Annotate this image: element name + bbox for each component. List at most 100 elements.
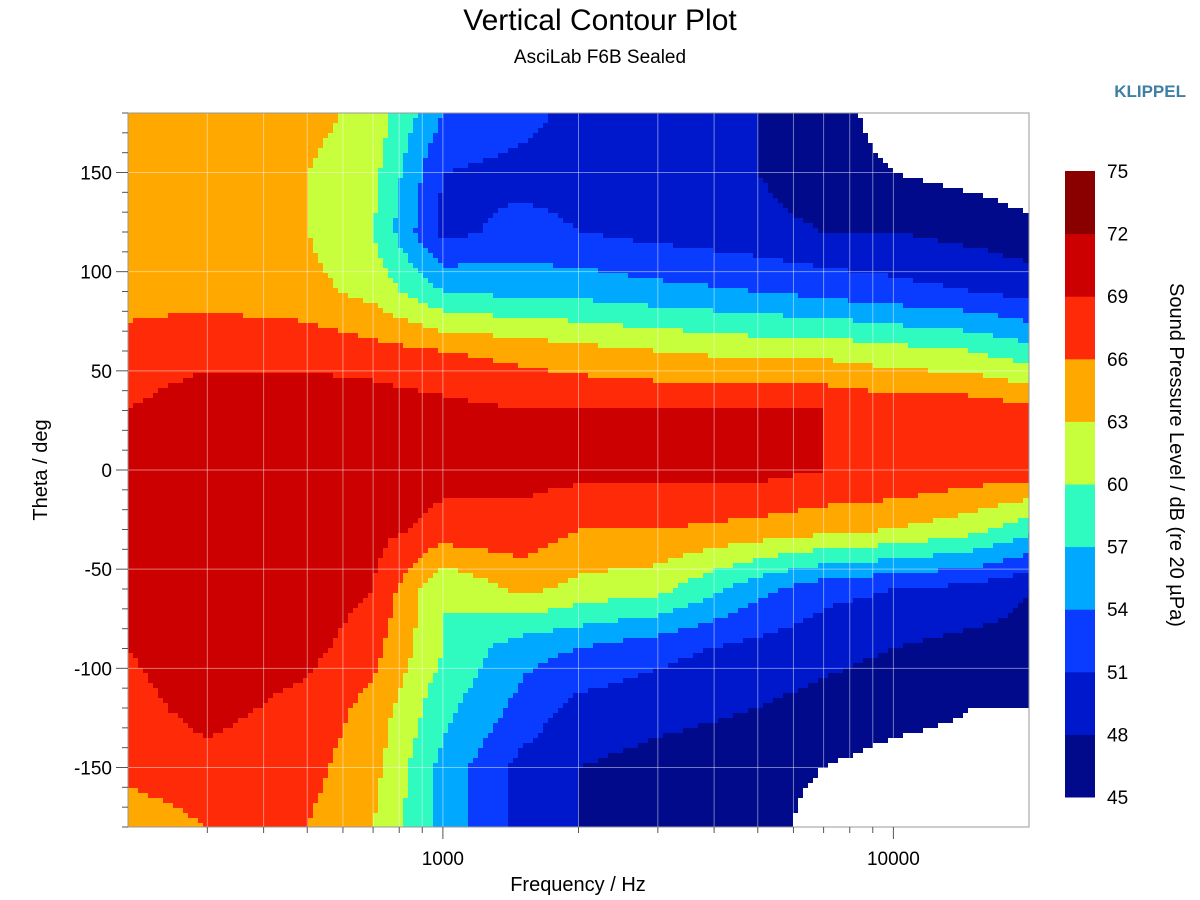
heatmap-cell <box>393 198 399 204</box>
heatmap-cell <box>958 228 964 234</box>
heatmap-cell <box>468 143 474 149</box>
heatmap-cell <box>228 203 234 209</box>
heatmap-cell <box>288 208 294 214</box>
heatmap-cell <box>243 123 249 129</box>
heatmap-cell <box>893 193 899 199</box>
heatmap-cell <box>253 173 259 179</box>
heatmap-cell <box>163 123 169 129</box>
heatmap-cell <box>728 193 734 199</box>
heatmap-cell <box>853 123 859 129</box>
heatmap-cell <box>823 153 829 159</box>
heatmap-cell <box>738 188 744 194</box>
heatmap-cell <box>818 223 824 229</box>
heatmap-cell <box>158 158 164 164</box>
heatmap-cell <box>318 248 324 254</box>
heatmap-cell <box>968 208 974 214</box>
heatmap-cell <box>938 238 944 244</box>
heatmap-cell <box>538 228 544 234</box>
heatmap-cell <box>168 233 174 239</box>
heatmap-cell <box>708 203 714 209</box>
heatmap-cell <box>653 208 659 214</box>
heatmap-cell <box>353 113 359 119</box>
heatmap-cell <box>548 158 554 164</box>
heatmap-cell <box>673 133 679 139</box>
heatmap-cell <box>593 193 599 199</box>
heatmap-cell <box>818 153 824 159</box>
heatmap-cell <box>213 133 219 139</box>
heatmap-cell <box>223 208 229 214</box>
heatmap-cell <box>383 138 389 144</box>
heatmap-cell <box>768 228 774 234</box>
heatmap-cell <box>493 118 499 124</box>
heatmap-cell <box>603 213 609 219</box>
heatmap-cell <box>918 163 924 169</box>
heatmap-cell <box>443 158 449 164</box>
heatmap-cell <box>708 178 714 184</box>
heatmap-cell <box>653 178 659 184</box>
heatmap-cell <box>208 113 214 119</box>
heatmap-cell <box>793 168 799 174</box>
heatmap-cell <box>1023 133 1029 139</box>
heatmap-cell <box>268 178 274 184</box>
heatmap-cell <box>148 138 154 144</box>
heatmap-cell <box>398 233 404 239</box>
heatmap-cell <box>168 128 174 134</box>
heatmap-cell <box>203 118 209 124</box>
heatmap-cell <box>513 243 519 249</box>
heatmap-cell <box>938 228 944 234</box>
heatmap-cell <box>288 218 294 224</box>
heatmap-cell <box>268 248 274 254</box>
heatmap-cell <box>938 128 944 134</box>
heatmap-cell <box>603 158 609 164</box>
heatmap-cell <box>698 113 704 119</box>
heatmap-cell <box>148 208 154 214</box>
heatmap-cell <box>903 158 909 164</box>
heatmap-cell <box>908 143 914 149</box>
heatmap-cell <box>273 148 279 154</box>
heatmap-cell <box>568 213 574 219</box>
heatmap-cell <box>298 148 304 154</box>
heatmap-cell <box>293 143 299 149</box>
heatmap-cell <box>738 203 744 209</box>
heatmap-cell <box>868 113 874 119</box>
heatmap-cell <box>1013 238 1019 244</box>
heatmap-cell <box>718 218 724 224</box>
heatmap-cell <box>158 223 164 229</box>
heatmap-cell <box>283 178 289 184</box>
heatmap-cell <box>968 228 974 234</box>
heatmap-cell <box>648 153 654 159</box>
heatmap-cell <box>588 193 594 199</box>
heatmap-cell <box>748 223 754 229</box>
heatmap-cell <box>748 193 754 199</box>
heatmap-cell <box>1018 188 1024 194</box>
heatmap-cell <box>708 113 714 119</box>
heatmap-cell <box>528 113 534 119</box>
heatmap-cell <box>953 193 959 199</box>
heatmap-cell <box>343 143 349 149</box>
heatmap-cell <box>828 128 834 134</box>
heatmap-cell <box>823 183 829 189</box>
heatmap-cell <box>493 198 499 204</box>
heatmap-cell <box>628 138 634 144</box>
heatmap-cell <box>393 168 399 174</box>
heatmap-cell <box>478 123 484 129</box>
heatmap-cell <box>483 183 489 189</box>
heatmap-cell <box>193 243 199 249</box>
heatmap-cell <box>438 133 444 139</box>
heatmap-cell <box>323 138 329 144</box>
heatmap-cell <box>553 168 559 174</box>
heatmap-cell <box>333 218 339 224</box>
heatmap-cell <box>803 158 809 164</box>
heatmap-cell <box>453 218 459 224</box>
heatmap-cell <box>513 178 519 184</box>
heatmap-cell <box>953 163 959 169</box>
heatmap-cell <box>148 153 154 159</box>
heatmap-cell <box>663 243 669 249</box>
heatmap-cell <box>303 148 309 154</box>
heatmap-cell <box>423 238 429 244</box>
heatmap-cell <box>163 208 169 214</box>
heatmap-cell <box>343 178 349 184</box>
heatmap-cell <box>813 148 819 154</box>
heatmap-cell <box>733 178 739 184</box>
heatmap-cell <box>348 118 354 124</box>
